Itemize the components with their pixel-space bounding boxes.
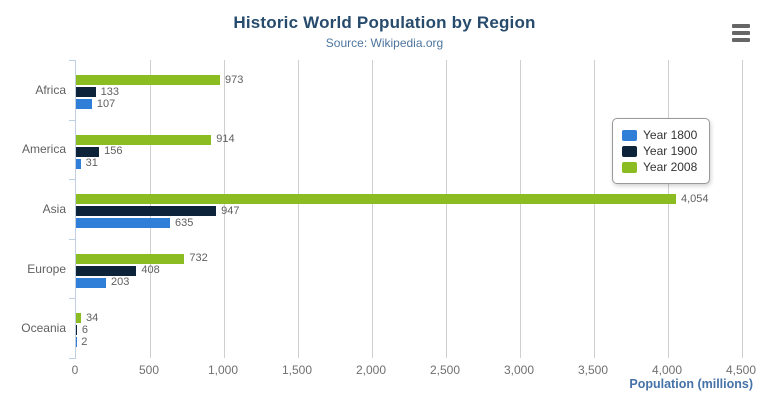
bar-europe-year-1800[interactable] (76, 277, 107, 288)
y-axis-tick (69, 60, 76, 61)
bar-value-label: 947 (221, 204, 240, 217)
category-label-oceania: Oceania (21, 321, 66, 336)
bar-row: 635 (76, 216, 742, 229)
bar-group-europe: 732 408 203 (76, 239, 742, 299)
bar-row: 408 (76, 264, 742, 277)
bar-row: 31 (76, 157, 742, 170)
bar-oceania-year-2008[interactable] (76, 313, 82, 324)
gridline (594, 60, 595, 358)
bar-america-year-1800[interactable] (76, 158, 81, 169)
bar-asia-year-1900[interactable] (76, 206, 217, 217)
bar-row: 947 (76, 204, 742, 217)
gridline (742, 60, 743, 358)
bar-row: 107 (76, 97, 742, 110)
gridline (298, 60, 299, 358)
bar-row: 732 (76, 252, 742, 265)
x-axis-tick-label: 0 (71, 363, 79, 377)
bar-value-label: 408 (141, 264, 160, 277)
bar-row: 133 (76, 85, 742, 98)
bar-value-label: 6 (81, 323, 88, 336)
hamburger-menu-icon[interactable] (732, 24, 750, 42)
bar-value-label: 203 (111, 276, 130, 289)
bar-row: 34 (76, 311, 742, 324)
bar-group-america: 914 156 31 (76, 120, 742, 180)
legend-swatch-icon (622, 129, 637, 141)
x-axis-tick-label: 3,500 (577, 363, 609, 377)
category-label-africa: Africa (35, 82, 66, 97)
x-axis-tick-label: 2,500 (429, 363, 461, 377)
y-axis-tick (69, 298, 76, 299)
bar-group-oceania: 34 6 2 (76, 298, 742, 358)
legend-item-year-1800[interactable]: Year 1800 (622, 128, 697, 142)
bar-group-asia: 4,054 947 635 (76, 179, 742, 239)
x-axis-tick-label: 3,000 (503, 363, 535, 377)
bar-row: 973 (76, 73, 742, 86)
legend-item-year-2008[interactable]: Year 2008 (622, 160, 697, 174)
bar-value-label: 2 (81, 335, 88, 348)
bar-oceania-year-1900[interactable] (76, 325, 77, 336)
chart-title: Historic World Population by Region (233, 13, 536, 32)
bar-row: 203 (76, 276, 742, 289)
bar-asia-year-2008[interactable] (76, 194, 676, 205)
bar-row: 914 (76, 133, 742, 146)
gridline (223, 60, 225, 358)
x-axis-tick-label: 1,000 (207, 363, 238, 377)
bar-africa-year-1800[interactable] (76, 99, 92, 109)
legend-label: Year 2008 (643, 160, 698, 174)
bar-europe-year-2008[interactable] (76, 253, 185, 264)
y-axis-category-labels: Africa America Asia Europe Oceania (0, 60, 66, 358)
x-axis-tick-label: 2,000 (355, 363, 386, 377)
bar-value-label: 34 (86, 311, 99, 324)
bar-group-africa: 973 133 107 (76, 60, 742, 120)
bar-row: 156 (76, 145, 742, 158)
bar-value-label: 732 (189, 252, 208, 265)
gridline (520, 60, 521, 358)
bar-row: 4,054 (76, 192, 742, 205)
bar-america-year-2008[interactable] (76, 134, 212, 145)
legend-item-year-1900[interactable]: Year 1900 (622, 144, 697, 158)
y-axis-tick (69, 358, 76, 359)
category-label-asia: Asia (42, 201, 66, 216)
bar-row: 6 (76, 323, 742, 336)
bar-value-label: 635 (174, 216, 194, 229)
bar-europe-year-1900[interactable] (76, 265, 137, 276)
plot-area: 973 133 107 914 156 31 4,054 947 635 732 408 203 34 6… (69, 60, 743, 359)
gridline (371, 60, 373, 358)
x-axis-tick-label: 500 (138, 363, 159, 377)
x-axis-tick-label: 4,000 (651, 363, 682, 377)
category-label-europe: Europe (27, 261, 66, 276)
gridline (446, 60, 447, 358)
bar-value-label: 973 (225, 73, 244, 86)
chart-subtitle: Source: Wikipedia.org (325, 36, 444, 50)
bar-value-label: 156 (104, 145, 123, 158)
x-axis-tick-label: 4,500 (725, 363, 757, 377)
y-axis-tick (69, 120, 76, 121)
category-label-america: America (21, 142, 66, 157)
menu-bar (732, 24, 750, 28)
x-axis-tick-labels: 0 500 1,000 1,500 2,000 2,500 3,000 3,500 4,000 4… (71, 363, 756, 379)
bar-value-label: 31 (85, 157, 98, 170)
y-axis-tick (69, 239, 76, 240)
legend-label: Year 1900 (643, 144, 698, 158)
legend-swatch-icon (622, 145, 637, 157)
legend-swatch-icon (622, 161, 637, 173)
menu-bar (732, 31, 750, 35)
x-axis-tick-label: 1,500 (281, 363, 313, 377)
bar-value-label: 914 (216, 133, 235, 146)
bar-asia-year-1800[interactable] (76, 218, 170, 229)
bar-value-label: 4,054 (680, 192, 709, 205)
bar-row: 2 (76, 335, 742, 348)
menu-bar (732, 38, 750, 42)
x-axis-title: Population (millions) (629, 377, 753, 391)
legend-label: Year 1800 (643, 128, 698, 142)
y-axis-tick (69, 179, 76, 180)
gridline (667, 60, 669, 358)
bar-value-label: 133 (100, 85, 120, 98)
bar-africa-year-2008[interactable] (76, 75, 220, 85)
legend: Year 1800 Year 1900 Year 2008 (612, 118, 711, 184)
bar-america-year-1900[interactable] (76, 146, 100, 157)
bar-value-label: 107 (96, 97, 116, 110)
bar-africa-year-1900[interactable] (76, 87, 96, 97)
